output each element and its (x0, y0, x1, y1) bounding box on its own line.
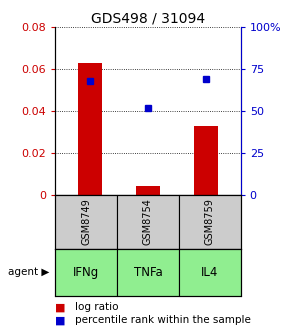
Bar (117, 195, 179, 249)
Bar (78, 62, 102, 195)
Text: agent ▶: agent ▶ (8, 267, 49, 277)
Bar (117, 249, 179, 296)
Text: TNFa: TNFa (133, 266, 162, 279)
Text: GSM8759: GSM8759 (205, 198, 215, 245)
Bar (55, 249, 117, 296)
Text: ■: ■ (55, 315, 66, 325)
Title: GDS498 / 31094: GDS498 / 31094 (91, 12, 205, 26)
Bar (179, 195, 241, 249)
Text: GSM8754: GSM8754 (143, 198, 153, 245)
Text: percentile rank within the sample: percentile rank within the sample (75, 315, 251, 325)
Text: IL4: IL4 (201, 266, 218, 279)
Bar (136, 186, 160, 195)
Text: ■: ■ (55, 302, 66, 312)
Text: log ratio: log ratio (75, 302, 119, 312)
Bar (194, 126, 218, 195)
Bar (179, 249, 241, 296)
Text: GSM8749: GSM8749 (81, 198, 91, 245)
Text: IFNg: IFNg (73, 266, 99, 279)
Bar (55, 195, 117, 249)
